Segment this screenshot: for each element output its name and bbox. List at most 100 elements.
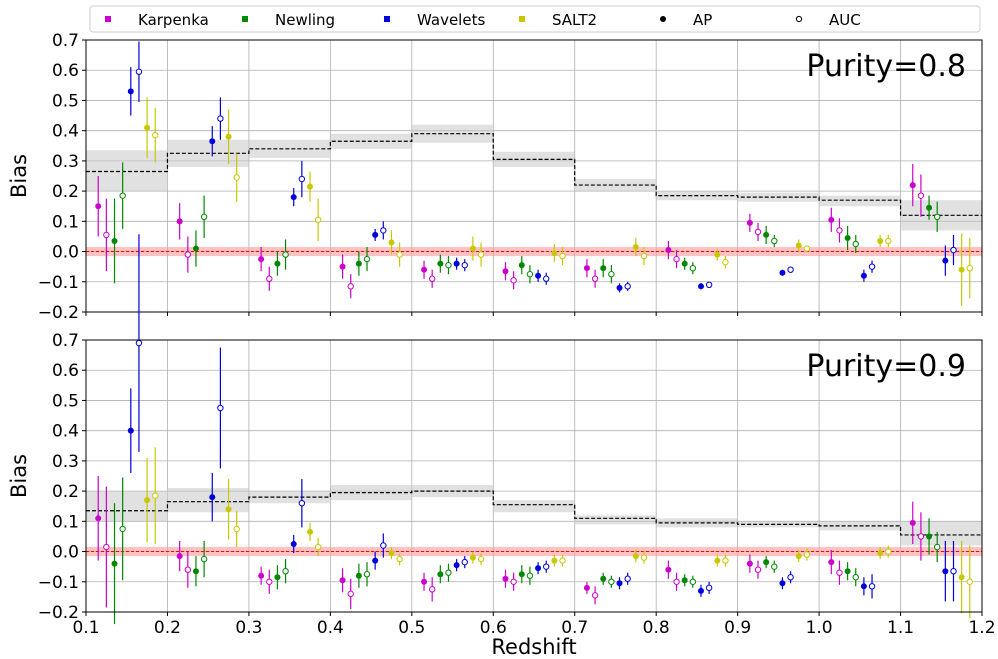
y-tick-label: 0.3 — [52, 152, 79, 172]
data-point — [111, 560, 118, 567]
legend-marker-auc — [795, 15, 803, 23]
step-band — [819, 195, 901, 207]
y-axis-label: Bias — [7, 454, 31, 498]
data-point — [428, 586, 436, 593]
data-point — [583, 584, 590, 591]
x-tick-label: 1.1 — [887, 618, 914, 638]
data-point — [673, 578, 680, 585]
y-tick-label: −0.2 — [38, 603, 79, 623]
data-point — [192, 568, 199, 575]
data-point — [885, 548, 892, 555]
data-point — [469, 554, 476, 561]
data-point — [176, 218, 183, 225]
data-point — [274, 260, 281, 267]
data-point — [681, 260, 688, 267]
data-point — [746, 219, 753, 226]
data-point — [828, 559, 835, 566]
data-point — [535, 565, 542, 572]
data-point — [779, 269, 786, 276]
series-wavelets-ap — [127, 388, 949, 602]
data-point — [714, 557, 721, 564]
data-point — [754, 566, 762, 573]
data-point — [144, 124, 151, 131]
data-point — [689, 578, 697, 585]
data-point — [909, 519, 916, 526]
data-point — [787, 574, 794, 581]
data-point — [665, 247, 672, 254]
data-point — [266, 578, 273, 585]
x-tick-label: 1.2 — [968, 618, 995, 638]
data-point — [477, 555, 485, 563]
data-point — [681, 577, 688, 584]
data-point — [421, 266, 428, 273]
data-point — [624, 575, 631, 582]
x-tick-label: 1.0 — [806, 618, 833, 638]
data-point — [144, 497, 151, 504]
legend-label: Wavelets — [417, 11, 485, 29]
data-point — [510, 578, 517, 585]
data-point — [787, 266, 794, 273]
series-newling-auc — [119, 162, 941, 284]
data-point — [551, 557, 558, 564]
data-point — [363, 255, 371, 263]
y-tick-label: 0.2 — [52, 482, 79, 502]
series-karpenka-auc — [103, 486, 925, 609]
data-point — [608, 578, 615, 585]
data-point — [771, 237, 778, 245]
y-tick-label: −0.2 — [38, 303, 79, 323]
y-tick-label: 0.3 — [52, 452, 79, 472]
data-point — [746, 560, 753, 567]
data-point — [453, 562, 460, 569]
step-band — [86, 150, 168, 192]
data-point — [298, 500, 306, 507]
data-point — [258, 572, 265, 579]
data-point — [290, 541, 297, 547]
data-point — [225, 506, 232, 513]
data-point — [836, 569, 843, 576]
data-point — [763, 559, 770, 566]
data-point — [860, 272, 867, 279]
data-point — [282, 568, 289, 575]
y-tick-label: 0.1 — [52, 512, 79, 532]
purity-label: Purity=0.9 — [806, 349, 966, 384]
data-point — [119, 525, 126, 533]
y-tick-label: 0.7 — [52, 31, 79, 51]
data-point — [852, 240, 859, 248]
data-point — [868, 263, 876, 270]
series-salt2-ap — [144, 457, 965, 614]
legend-label: Newling — [275, 11, 335, 29]
x-tick-label: 0.9 — [724, 618, 751, 638]
data-point — [885, 237, 892, 245]
data-point — [559, 252, 566, 260]
data-point — [445, 261, 452, 269]
legend-marker-wavelets — [384, 16, 390, 22]
legend-label: Karpenka — [138, 11, 209, 29]
y-tick-label: −0.1 — [38, 273, 79, 293]
data-point — [526, 271, 534, 278]
data-point — [380, 227, 387, 234]
data-point — [176, 553, 183, 560]
data-point — [290, 194, 297, 201]
data-point — [591, 592, 599, 599]
data-point — [697, 283, 704, 290]
data-point — [942, 257, 949, 264]
data-point — [127, 88, 134, 95]
data-point — [103, 231, 110, 239]
x-tick-label: 0.2 — [154, 618, 181, 638]
data-point — [950, 568, 957, 575]
data-point — [421, 578, 428, 585]
data-point — [844, 568, 851, 575]
data-point — [803, 551, 811, 558]
step-line — [86, 490, 982, 536]
x-tick-label: 0.7 — [561, 618, 588, 638]
data-point — [600, 575, 607, 582]
data-point — [152, 132, 159, 139]
data-point — [225, 133, 232, 140]
series-salt2-auc — [152, 447, 973, 619]
series-wavelets-auc — [135, 41, 957, 291]
data-point — [771, 563, 778, 570]
data-point — [184, 251, 192, 258]
data-point — [119, 192, 126, 199]
data-point — [714, 251, 721, 258]
data-point — [795, 553, 802, 560]
